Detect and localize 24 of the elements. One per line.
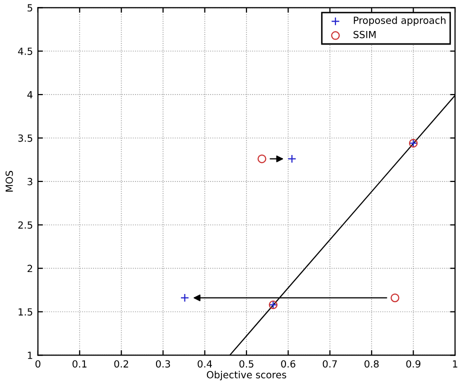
y-tick-label: 4.5	[18, 48, 32, 55]
x-tick-label: 0.2	[114, 360, 128, 368]
y-tick-label: 4	[27, 91, 33, 98]
x-tick-label: 1	[453, 360, 458, 368]
x-tick-label: 0.4	[198, 360, 212, 368]
y-tick-label: 3.5	[18, 134, 32, 142]
y-tick-label: 2	[28, 264, 32, 272]
y-axis-title: MOS	[6, 170, 13, 192]
legend-label: SSIM	[354, 30, 376, 38]
x-tick-label: 0.1	[72, 360, 86, 368]
x-tick-label: 0.8	[364, 360, 379, 368]
y-tick-label: 3	[28, 178, 32, 186]
x-tick-label: 0.3	[156, 360, 170, 368]
x-tick-label: 0.6	[281, 360, 296, 368]
y-tick-label: 5	[28, 4, 32, 12]
x-tick-label: 0.9	[406, 360, 420, 368]
y-tick-label: 1.5	[18, 308, 32, 316]
y-tick-label: 1	[28, 352, 32, 359]
x-tick-label: 0	[35, 360, 40, 368]
x-tick-label: 0.7	[322, 360, 337, 368]
y-tick-label: 2.5	[18, 221, 32, 229]
legend-label: Proposed approach	[354, 16, 446, 26]
x-axis-title: Objective scores	[206, 370, 286, 380]
x-tick-label: 0.5	[239, 360, 254, 368]
